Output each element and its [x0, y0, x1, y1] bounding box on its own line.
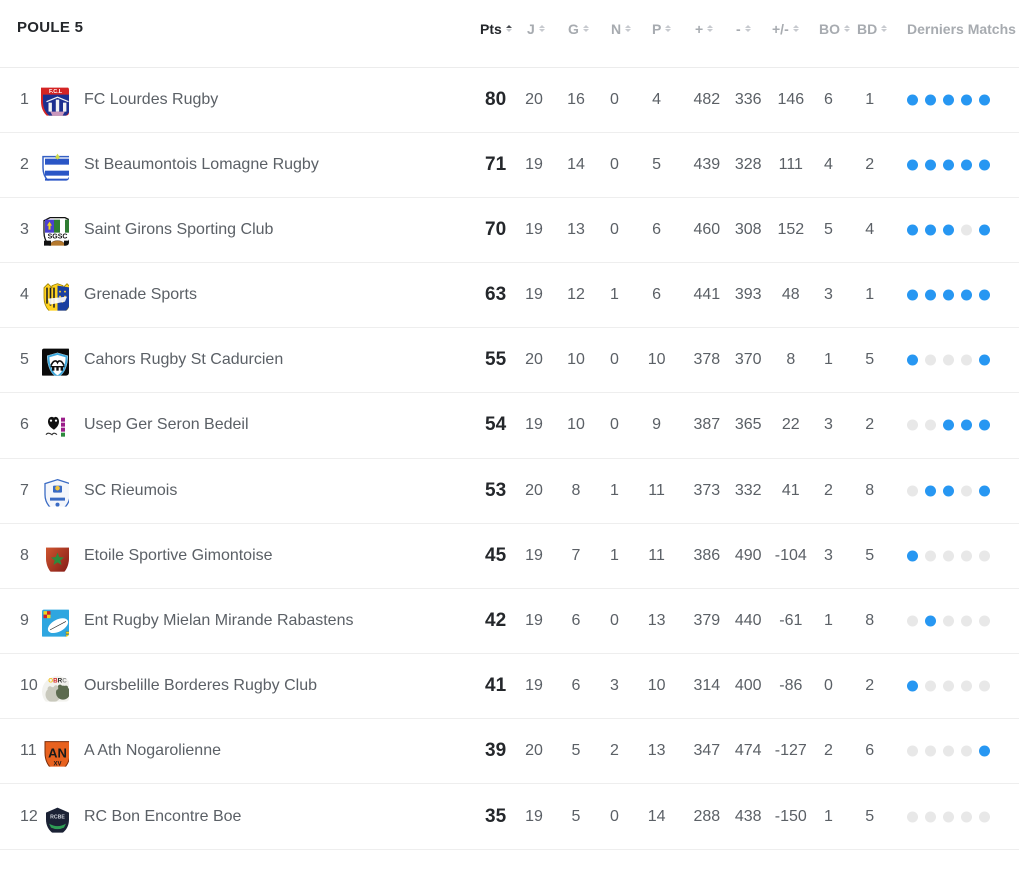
- svg-text:OBRC: OBRC: [48, 678, 67, 685]
- svg-text:F.C.L: F.C.L: [49, 89, 63, 95]
- svg-text:SGSC: SGSC: [48, 234, 68, 241]
- svg-text:RCBE: RCBE: [50, 814, 65, 820]
- svg-text:AN: AN: [48, 746, 67, 761]
- svg-text:XV: XV: [53, 762, 61, 767]
